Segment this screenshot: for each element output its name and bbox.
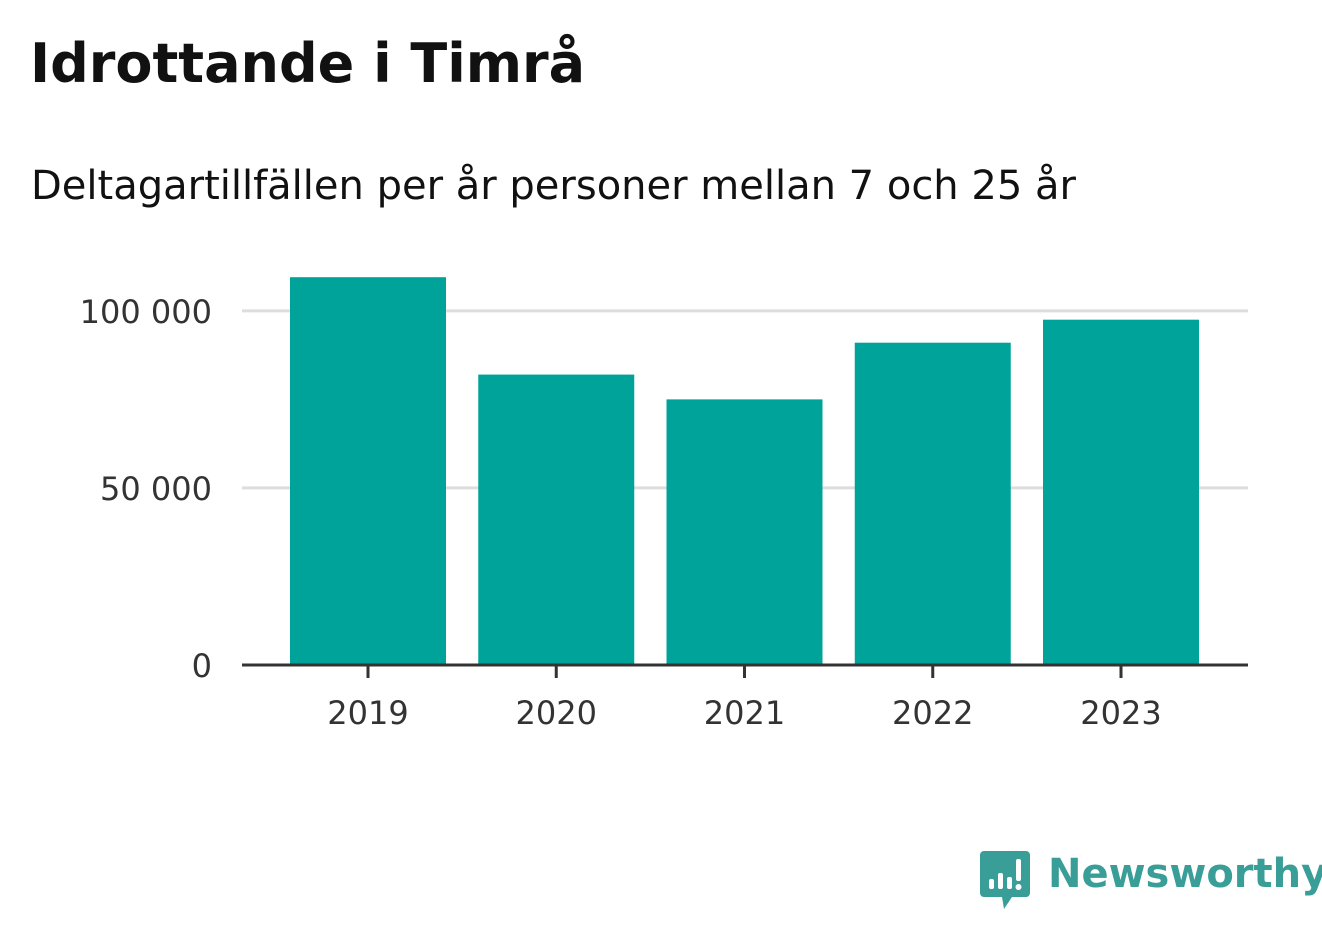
x-tick-label: 2019	[327, 694, 408, 732]
bars	[290, 277, 1199, 665]
x-tick-label: 2023	[1080, 694, 1161, 732]
y-tick-label: 0	[192, 647, 212, 685]
bar-2023	[1043, 319, 1199, 665]
axes	[242, 663, 1248, 678]
chart-title: Idrottande i Timrå	[30, 32, 586, 95]
x-tick-label: 2021	[704, 694, 785, 732]
bar-2022	[854, 342, 1011, 665]
bar-2020	[478, 374, 635, 665]
newsworthy-logo-icon	[980, 851, 1030, 909]
brand-name: Newsworthy	[1048, 851, 1322, 897]
y-tick-label: 100 000	[80, 293, 212, 331]
bar-2019	[290, 277, 446, 665]
brand-logo: Newsworthy	[980, 848, 1322, 912]
bar-2021	[666, 399, 823, 665]
x-tick-label: 2020	[516, 694, 597, 732]
tick-labels: 0 50 000 100 000 2019 2020 2021 2022 2023	[80, 293, 1162, 732]
x-tick-label: 2022	[892, 694, 973, 732]
y-tick-label: 50 000	[100, 470, 212, 508]
chart-subtitle: Deltagartillfällen per år personer mella…	[31, 163, 1076, 209]
